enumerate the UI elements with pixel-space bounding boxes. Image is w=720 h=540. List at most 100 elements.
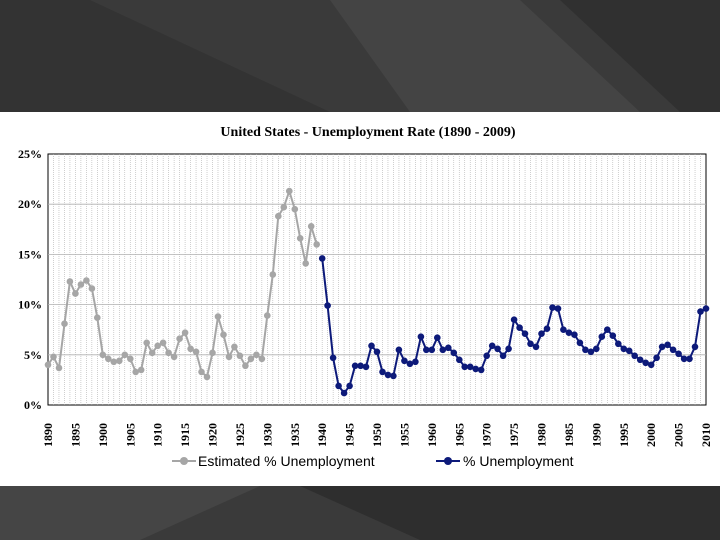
estimated-data-point xyxy=(132,368,139,376)
estimated-data-point xyxy=(209,349,216,357)
actual-data-point xyxy=(675,350,682,358)
actual-data-point xyxy=(505,345,512,353)
actual-data-point xyxy=(384,371,392,379)
x-tick-label: 1895 xyxy=(68,423,82,447)
estimated-data-point xyxy=(220,331,227,338)
actual-data-point xyxy=(686,355,693,363)
actual-data-point xyxy=(494,345,501,353)
actual-data-point xyxy=(543,325,551,332)
actual-data-point xyxy=(401,357,408,365)
actual-data-point xyxy=(335,382,342,390)
actual-data-point xyxy=(450,349,458,357)
y-tick-label: 0% xyxy=(24,398,42,412)
actual-data-point xyxy=(516,324,523,331)
estimated-data-point xyxy=(203,373,211,381)
actual-data-point xyxy=(702,305,710,312)
actual-data-point xyxy=(571,331,578,338)
actual-data-point xyxy=(565,329,573,336)
estimated-data-point xyxy=(170,353,178,361)
actual-data-point xyxy=(560,326,567,333)
estimated-data-point xyxy=(94,314,101,321)
actual-data-point xyxy=(395,346,403,354)
actual-data-point xyxy=(549,304,556,311)
actual-data-point xyxy=(423,346,430,354)
estimated-data-point xyxy=(198,368,205,376)
actual-data-point xyxy=(653,354,660,362)
actual-data-point xyxy=(445,344,452,352)
actual-data-point xyxy=(576,339,584,347)
x-tick-label: 1995 xyxy=(617,423,631,447)
actual-data-point xyxy=(483,352,491,360)
x-tick-label: 1980 xyxy=(535,423,549,447)
estimated-data-point xyxy=(236,352,244,360)
x-tick-label: 1940 xyxy=(315,423,329,447)
actual-data-point xyxy=(499,352,507,360)
actual-data-point xyxy=(340,389,348,397)
estimated-data-point xyxy=(307,223,315,230)
x-tick-label: 1930 xyxy=(260,423,274,447)
actual-data-point xyxy=(631,352,638,360)
x-tick-label: 1905 xyxy=(123,423,137,447)
x-tick-label: 2000 xyxy=(644,423,658,447)
actual-data-point xyxy=(691,343,699,351)
legend-estimated-marker xyxy=(180,457,188,465)
estimated-data-point xyxy=(116,357,123,365)
estimated-data-point xyxy=(242,362,249,370)
y-tick-label: 15% xyxy=(18,247,42,261)
estimated-data-point xyxy=(302,260,310,267)
actual-data-point xyxy=(477,366,485,374)
unemployment-line-chart: United States - Unemployment Rate (1890 … xyxy=(18,125,713,469)
estimated-data-point xyxy=(143,339,150,347)
actual-data-point xyxy=(351,362,359,370)
actual-data-point xyxy=(598,333,606,340)
y-tick-label: 25% xyxy=(18,147,42,161)
x-axis-tick-labels: 1890 1895 1900 1905 1910 1915 1920 1925 1930 1935… xyxy=(41,423,713,447)
y-tick-label: 10% xyxy=(18,298,42,312)
estimated-data-point xyxy=(269,271,277,278)
actual-data-point xyxy=(538,330,545,337)
y-axis-tick-labels: 0% 5% 10% 15% 20% 25% xyxy=(18,147,42,412)
estimated-data-point xyxy=(110,358,118,366)
estimated-data-point xyxy=(231,343,238,351)
actual-data-point xyxy=(527,340,534,348)
actual-data-point xyxy=(642,359,649,367)
y-gridlines xyxy=(48,203,706,356)
x-tick-label: 1915 xyxy=(178,423,192,447)
chart-panel: United States - Unemployment Rate (1890 … xyxy=(0,112,720,486)
actual-data-point xyxy=(412,358,419,366)
estimated-data-point xyxy=(275,212,282,220)
estimated-data-point xyxy=(148,349,156,357)
x-tick-label: 1890 xyxy=(41,423,55,447)
estimated-data-point xyxy=(214,313,222,320)
estimated-data-point xyxy=(181,329,189,336)
estimated-data-point xyxy=(88,285,96,292)
actual-data-point xyxy=(357,362,364,370)
actual-data-point xyxy=(636,356,644,364)
actual-data-point xyxy=(417,333,425,340)
estimated-data-point xyxy=(280,203,288,211)
estimated-data-point xyxy=(77,281,85,288)
x-tick-label: 1955 xyxy=(397,423,411,447)
actual-data-point xyxy=(609,332,617,339)
actual-data-point xyxy=(593,345,600,353)
actual-data-point xyxy=(488,342,496,350)
actual-data-point xyxy=(362,363,370,371)
x-tick-label: 2005 xyxy=(672,423,686,447)
estimated-data-point xyxy=(154,342,161,350)
actual-data-point xyxy=(582,346,589,354)
x-tick-label: 2010 xyxy=(699,423,713,447)
estimated-data-point xyxy=(187,345,194,353)
actual-data-point xyxy=(604,326,611,333)
actual-data-point xyxy=(434,334,441,341)
actual-data-point xyxy=(521,330,529,337)
actual-data-point xyxy=(318,255,326,262)
actual-data-point xyxy=(680,355,688,363)
actual-data-point xyxy=(373,348,381,356)
estimated-data-point xyxy=(105,355,112,363)
x-tick-label: 1950 xyxy=(370,423,384,447)
actual-data-point xyxy=(647,361,655,369)
estimated-data-point xyxy=(258,355,266,363)
x-tick-label: 1965 xyxy=(452,423,466,447)
estimated-data-point xyxy=(291,205,299,213)
x-tick-label: 1945 xyxy=(343,423,357,447)
